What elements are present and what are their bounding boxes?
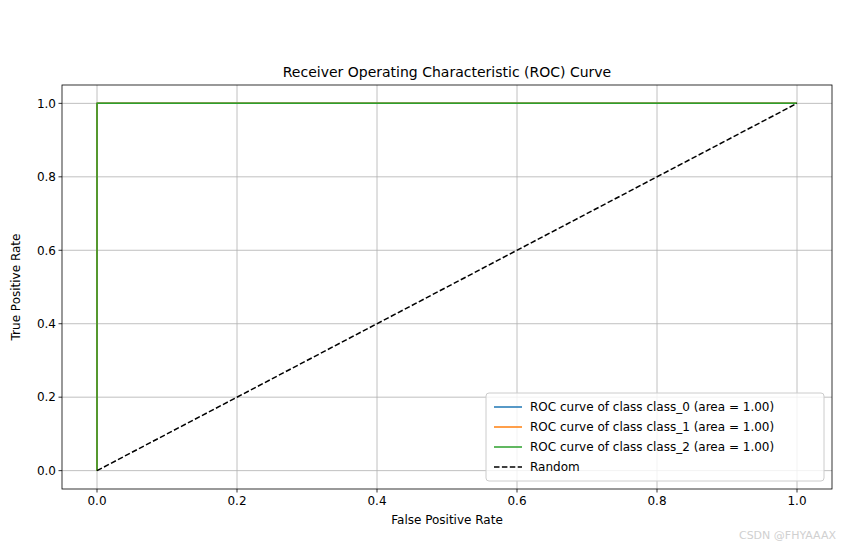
grid-line bbox=[377, 85, 378, 489]
y-tick bbox=[59, 176, 63, 177]
legend-swatch bbox=[494, 426, 522, 428]
x-tick bbox=[377, 489, 378, 493]
legend-label: ROC curve of class class_0 (area = 1.00) bbox=[530, 400, 774, 414]
y-tick bbox=[59, 397, 63, 398]
y-tick bbox=[59, 470, 63, 471]
legend-label: ROC curve of class class_2 (area = 1.00) bbox=[530, 440, 774, 454]
y-tick-label: 0.6 bbox=[37, 244, 56, 258]
grid-line bbox=[62, 250, 832, 251]
x-tick bbox=[657, 489, 658, 493]
y-tick-label: 0.4 bbox=[37, 317, 56, 331]
y-tick bbox=[59, 250, 63, 251]
grid-line bbox=[62, 176, 832, 177]
y-tick bbox=[59, 103, 63, 104]
title: Receiver Operating Characteristic (ROC) … bbox=[283, 64, 612, 80]
grid-line bbox=[237, 85, 238, 489]
y-tick-label: 0.2 bbox=[37, 390, 56, 404]
legend-label: ROC curve of class class_1 (area = 1.00) bbox=[530, 420, 774, 434]
chart: 0.0 0.2 0.4 0.6 0.8 1.0 0.0 0.2 0.4 0.6 0.8 1.0 Rece… bbox=[0, 0, 846, 545]
legend: ROC curve of class class_0 (area = 1.00)… bbox=[486, 393, 824, 481]
y-axis-label: True Positive Rate bbox=[9, 234, 23, 342]
x-tick bbox=[797, 489, 798, 493]
x-tick bbox=[97, 489, 98, 493]
background bbox=[0, 0, 846, 545]
x-tick-label: 0.6 bbox=[507, 494, 526, 508]
y-tick bbox=[59, 323, 63, 324]
y-tick-label: 0.0 bbox=[37, 464, 56, 478]
x-tick-label: 0.8 bbox=[647, 494, 666, 508]
legend-swatch bbox=[494, 466, 522, 468]
y-tick-label: 1.0 bbox=[37, 97, 56, 111]
x-tick-label: 1.0 bbox=[787, 494, 806, 508]
legend-label: Random bbox=[530, 460, 580, 474]
legend-swatch bbox=[494, 406, 522, 408]
x-tick-label: 0.2 bbox=[227, 494, 246, 508]
x-axis-label: False Positive Rate bbox=[391, 513, 503, 527]
legend-swatch bbox=[494, 446, 522, 448]
legend-box bbox=[486, 393, 824, 481]
axes-frame bbox=[62, 85, 832, 489]
x-tick bbox=[237, 489, 238, 493]
watermark: CSDN @FHYAAAX bbox=[739, 529, 837, 542]
x-tick-label: 0.0 bbox=[87, 494, 106, 508]
grid-line bbox=[62, 323, 832, 324]
x-tick bbox=[517, 489, 518, 493]
y-tick-label: 0.8 bbox=[37, 170, 56, 184]
x-tick-label: 0.4 bbox=[367, 494, 386, 508]
